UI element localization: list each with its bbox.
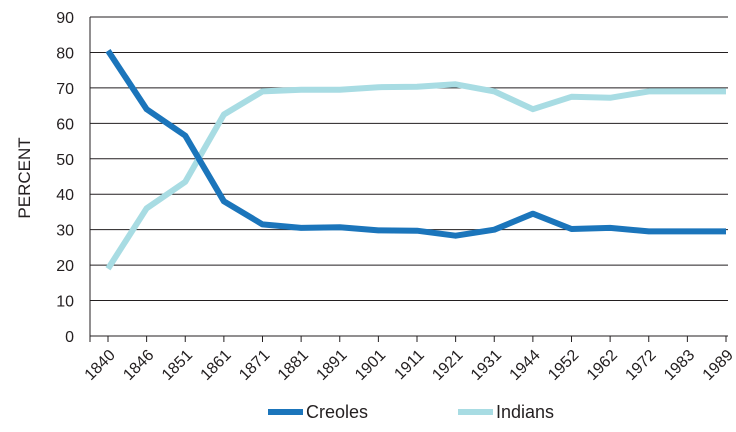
- x-tick-label: 1989: [700, 347, 736, 384]
- legend-label-creoles: Creoles: [306, 402, 368, 422]
- x-tick-label: 1881: [275, 347, 312, 384]
- x-tick-label: 1983: [661, 347, 698, 384]
- x-tick-label: 1846: [120, 347, 157, 384]
- x-tick-label: 1840: [82, 347, 119, 384]
- x-tick-label: 1851: [159, 347, 196, 384]
- series-line-indians: [105, 81, 726, 271]
- series-line-creoles: [105, 49, 726, 239]
- x-tick-label: 1911: [391, 347, 427, 383]
- x-tick-label: 1871: [236, 347, 273, 384]
- y-tick-label: 40: [56, 187, 74, 204]
- x-tick-label: 1972: [622, 347, 659, 384]
- x-tick-label: 1931: [468, 347, 505, 384]
- y-tick-label: 0: [65, 329, 74, 346]
- x-tick-label: 1962: [584, 347, 621, 384]
- y-tick-label: 20: [56, 258, 74, 275]
- y-tick-label: 50: [56, 152, 74, 169]
- y-tick-label: 80: [56, 45, 74, 62]
- y-axis-title: PERCENT: [15, 137, 34, 218]
- y-tick-label: 30: [56, 223, 74, 240]
- y-tick-label: 90: [56, 10, 74, 27]
- y-tick-label: 70: [56, 81, 74, 98]
- x-tick-label: 1952: [545, 347, 582, 384]
- x-tick-label: 1901: [352, 347, 389, 384]
- legend: Creoles Indians: [268, 402, 554, 422]
- x-tick-label: 1944: [507, 347, 544, 384]
- x-tick-label: 1891: [313, 347, 350, 384]
- series-lines: [105, 49, 726, 271]
- x-axis: 1840 1846 1851 1861 1871 1881 1891 1901 1911 1921…: [82, 17, 736, 384]
- y-axis-ticks: 0 10 20 30 40 50 60 70 80 90: [56, 10, 74, 346]
- x-tick-label: 1921: [429, 347, 466, 384]
- legend-label-indians: Indians: [496, 402, 554, 422]
- y-tick-label: 60: [56, 116, 74, 133]
- y-tick-label: 10: [56, 294, 74, 311]
- x-tick-label: 1861: [198, 347, 235, 384]
